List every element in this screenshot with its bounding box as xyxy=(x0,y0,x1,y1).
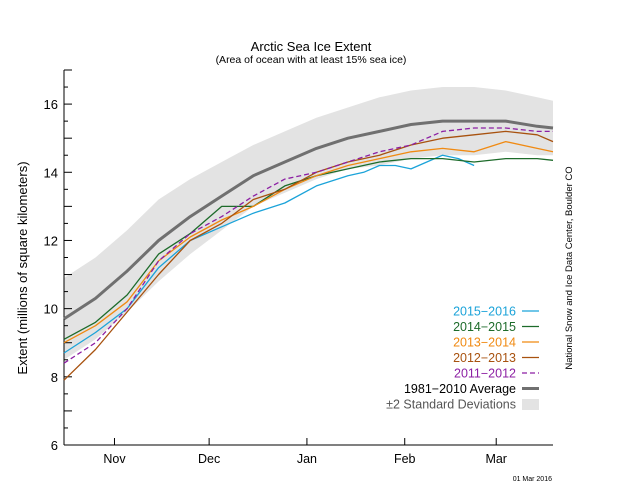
series-line xyxy=(63,154,475,354)
date-stamp: 01 Mar 2016 xyxy=(513,476,552,483)
x-tick-label: Jan xyxy=(297,452,317,466)
chart-title: Arctic Sea Ice Extent xyxy=(251,39,372,54)
y-tick-label: 16 xyxy=(44,97,58,112)
credit-text: National Snow and Ice Data Center, Bould… xyxy=(564,166,575,369)
y-tick-label: 6 xyxy=(51,438,58,453)
x-tick-label: Nov xyxy=(103,452,126,466)
chart-subtitle: (Area of ocean with at least 15% sea ice… xyxy=(216,54,407,66)
x-tick-label: Dec xyxy=(198,452,220,466)
legend-label: 2014−2015 xyxy=(453,320,516,334)
legend-label: ±2 Standard Deviations xyxy=(386,398,516,412)
std-dev-band xyxy=(64,87,553,360)
x-tick-label: Feb xyxy=(394,452,416,466)
y-axis-label: Extent (millions of square kilometers) xyxy=(15,161,30,374)
legend-label: 2013−2014 xyxy=(453,336,516,350)
y-tick-label: 12 xyxy=(44,233,58,248)
series-line xyxy=(63,140,554,344)
y-tick-label: 8 xyxy=(51,370,58,385)
legend-label: 2012−2013 xyxy=(453,351,516,365)
series-line xyxy=(63,119,554,321)
plot-area: 6 8 10 12 14 16 Nov Dec Jan Feb Mar xyxy=(44,69,554,466)
series-line xyxy=(63,127,553,364)
x-tick-label: Mar xyxy=(485,452,507,466)
legend-label: 2015−2016 xyxy=(453,305,516,319)
legend-label: 2011−2012 xyxy=(454,367,516,381)
legend-swatch xyxy=(522,399,539,410)
legend-label: 1981−2010 Average xyxy=(404,382,516,396)
y-tick-label: 14 xyxy=(44,165,58,180)
y-tick-label: 10 xyxy=(44,302,58,317)
